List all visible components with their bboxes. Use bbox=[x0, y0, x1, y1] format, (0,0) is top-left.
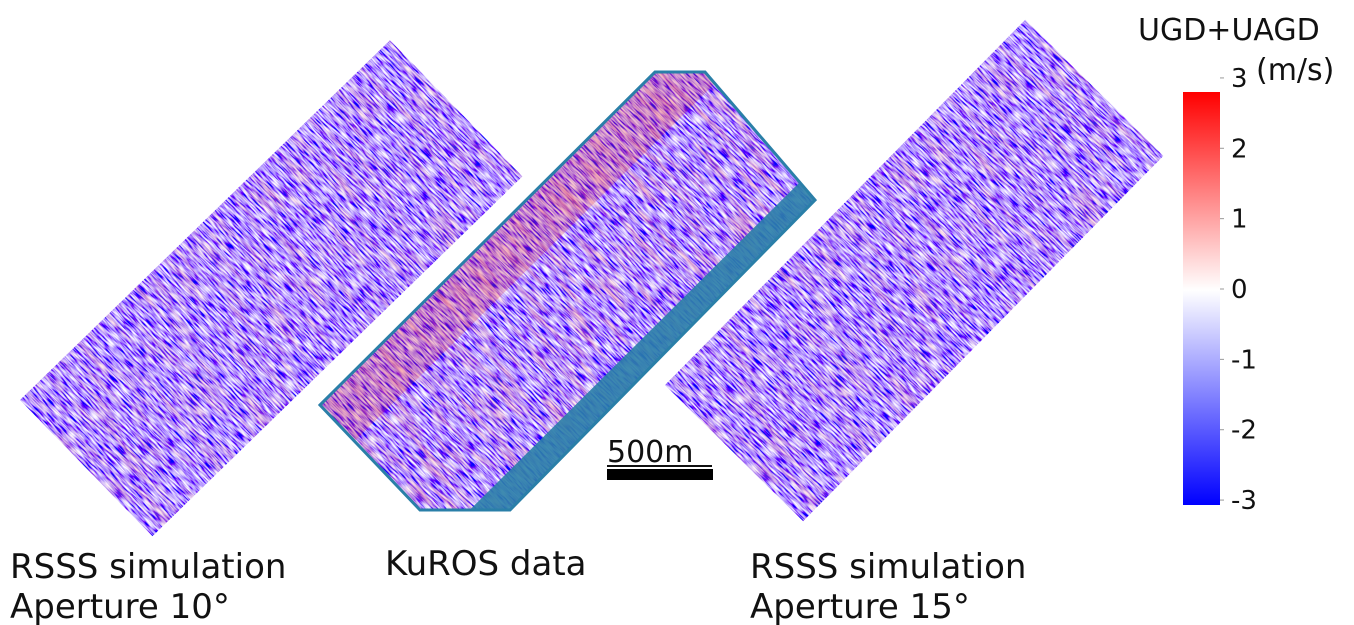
colorbar bbox=[1183, 92, 1220, 505]
tick-label: 3 bbox=[1231, 64, 1248, 94]
panel-label: RSSS simulation bbox=[10, 547, 286, 587]
colorbar-unit: (m/s) bbox=[1256, 53, 1334, 88]
panel-label: Aperture 15° bbox=[750, 587, 970, 625]
tick-label: 2 bbox=[1231, 134, 1248, 164]
tick-label: -2 bbox=[1231, 416, 1257, 446]
panel-label: RSSS simulation bbox=[750, 547, 1026, 587]
panel-label: KuROS data bbox=[385, 544, 587, 584]
panel-label: Aperture 10° bbox=[10, 587, 230, 625]
tick-label: 1 bbox=[1231, 205, 1248, 235]
tick-label: -3 bbox=[1231, 486, 1257, 516]
colorbar-title: UGD+UAGD bbox=[1138, 13, 1320, 48]
tick-label: -1 bbox=[1231, 345, 1257, 375]
scale-label: 500m bbox=[607, 435, 693, 470]
tick-label: 0 bbox=[1231, 275, 1248, 305]
scale-bar bbox=[607, 469, 713, 480]
panel-left bbox=[20, 40, 523, 537]
panel-right bbox=[665, 19, 1164, 522]
